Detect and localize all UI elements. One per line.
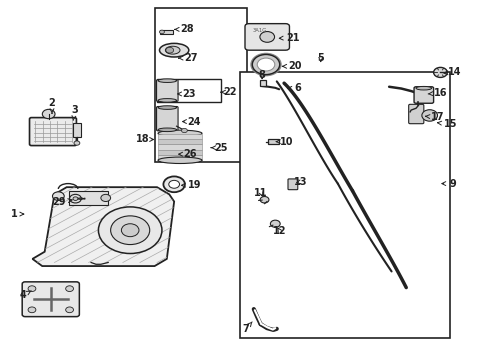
Ellipse shape [158, 99, 176, 102]
Circle shape [270, 220, 280, 227]
FancyBboxPatch shape [22, 282, 79, 317]
Text: 21: 21 [279, 33, 299, 42]
Text: 10: 10 [276, 137, 294, 147]
Text: 24: 24 [183, 117, 200, 127]
Text: 1: 1 [10, 209, 24, 219]
Circle shape [122, 224, 139, 237]
Text: 14: 14 [444, 67, 462, 77]
Bar [158, 155, 202, 160]
Circle shape [434, 67, 447, 77]
Circle shape [74, 141, 80, 145]
FancyBboxPatch shape [157, 80, 178, 102]
Circle shape [42, 109, 55, 119]
Circle shape [159, 30, 164, 34]
Text: 23: 23 [178, 89, 196, 99]
Ellipse shape [158, 130, 202, 136]
Circle shape [66, 286, 74, 292]
Text: 20: 20 [283, 61, 302, 71]
Circle shape [73, 197, 78, 201]
FancyBboxPatch shape [409, 104, 424, 124]
Text: 19: 19 [182, 180, 202, 190]
Circle shape [422, 110, 438, 121]
Text: 8: 8 [259, 70, 266, 80]
Text: 3A1G: 3A1G [253, 28, 267, 33]
Text: 22: 22 [221, 87, 237, 97]
FancyBboxPatch shape [245, 24, 290, 50]
Ellipse shape [416, 86, 432, 90]
Circle shape [257, 58, 275, 71]
Ellipse shape [165, 46, 180, 54]
FancyBboxPatch shape [157, 107, 178, 131]
Bar [158, 144, 202, 149]
Text: 28: 28 [175, 24, 194, 35]
Circle shape [101, 194, 111, 202]
Text: 4: 4 [19, 291, 31, 301]
Bar [157, 78, 220, 102]
Text: 15: 15 [438, 119, 457, 129]
Circle shape [251, 54, 281, 75]
Circle shape [98, 207, 162, 253]
Ellipse shape [158, 128, 176, 132]
Text: 7: 7 [243, 322, 252, 334]
Bar [260, 80, 266, 86]
Bar [158, 139, 202, 144]
Text: 12: 12 [273, 226, 287, 236]
Text: 13: 13 [294, 177, 307, 187]
Bar [269, 139, 279, 144]
FancyBboxPatch shape [414, 87, 434, 103]
Bar [158, 150, 202, 155]
FancyBboxPatch shape [288, 179, 298, 190]
FancyBboxPatch shape [29, 118, 76, 145]
Circle shape [28, 286, 36, 292]
Circle shape [166, 47, 173, 53]
Text: 9: 9 [442, 179, 456, 189]
Circle shape [111, 216, 150, 244]
Bar [69, 191, 108, 205]
Text: 26: 26 [179, 149, 196, 159]
Text: 2: 2 [49, 98, 55, 113]
Ellipse shape [158, 106, 176, 109]
Text: 29: 29 [52, 197, 72, 207]
Text: 11: 11 [254, 188, 268, 198]
Circle shape [260, 197, 269, 203]
Circle shape [66, 307, 74, 313]
Ellipse shape [159, 43, 189, 57]
Circle shape [181, 129, 187, 133]
Text: 17: 17 [425, 112, 445, 122]
Bar [73, 123, 81, 137]
Circle shape [169, 180, 179, 188]
Polygon shape [32, 187, 174, 266]
Text: 5: 5 [318, 53, 324, 63]
Bar [155, 8, 247, 162]
Text: 16: 16 [428, 88, 447, 98]
Circle shape [163, 176, 185, 192]
Text: 3: 3 [72, 105, 78, 121]
Bar [240, 72, 450, 338]
Bar [160, 30, 172, 35]
Bar [158, 134, 202, 139]
Circle shape [260, 32, 274, 42]
Ellipse shape [158, 79, 176, 82]
Text: 18: 18 [136, 135, 153, 144]
Text: 25: 25 [211, 143, 227, 153]
Circle shape [52, 192, 64, 201]
Text: 27: 27 [179, 53, 198, 63]
Ellipse shape [158, 157, 202, 163]
Circle shape [70, 194, 81, 203]
Circle shape [28, 307, 36, 313]
Text: 6: 6 [288, 83, 301, 93]
